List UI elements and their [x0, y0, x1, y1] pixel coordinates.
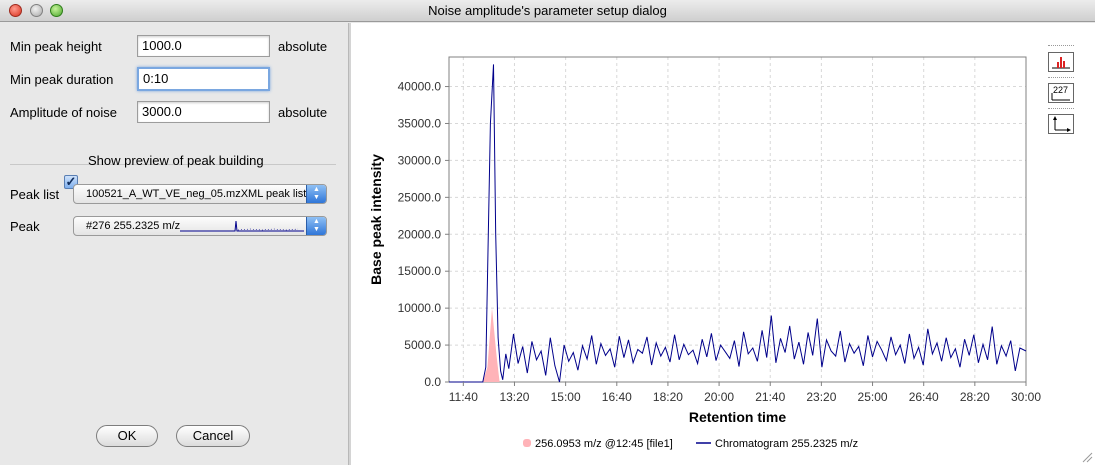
amplitude-of-noise-field[interactable]: 3000.0 [137, 101, 270, 123]
y-tick-label: 35000.0 [398, 116, 442, 130]
dropdown-arrows-icon[interactable]: ▲ ▼ [306, 185, 326, 203]
peak-label: Peak [10, 219, 40, 234]
y-tick-label: 15000.0 [398, 264, 442, 278]
peak-list-label: Peak list [10, 187, 60, 202]
min-peak-duration-label: Min peak duration [10, 72, 114, 87]
x-tick-label: 20:00 [704, 390, 734, 404]
x-tick-label: 28:20 [960, 390, 990, 404]
peak-select[interactable]: #276 255.2325 m/z ▲ ▼ [73, 216, 327, 236]
cancel-button[interactable]: Cancel [176, 425, 250, 447]
show-preview-label[interactable]: Show preview of peak building [88, 153, 264, 168]
axes-icon[interactable] [1048, 114, 1074, 134]
x-tick-label: 26:40 [909, 390, 939, 404]
histogram-icon[interactable] [1048, 52, 1074, 72]
y-tick-label: 40000.0 [398, 80, 442, 94]
x-tick-label: 18:20 [653, 390, 683, 404]
x-tick-label: 11:40 [449, 390, 478, 404]
min-peak-height-label: Min peak height [10, 39, 102, 54]
peak-mini-chromatogram [180, 220, 304, 232]
x-tick-label: 21:40 [755, 390, 785, 404]
chromatogram-chart[interactable]: 0.0 5000.0 10000.0 15000.0 20000.0 25000.0 300… [351, 23, 1041, 463]
window-titlebar[interactable]: Noise amplitude's parameter setup dialog [0, 0, 1095, 22]
x-tick-label: 25:00 [858, 390, 888, 404]
close-window-icon[interactable] [9, 4, 22, 17]
y-tick-label: 30000.0 [398, 153, 442, 167]
peak-list-value: 100521_A_WT_VE_neg_05.mzXML peak list [86, 188, 307, 200]
minimize-window-icon[interactable] [30, 4, 43, 17]
y-tick-label: 25000.0 [398, 190, 442, 204]
y-tick-label: 20000.0 [398, 227, 442, 241]
x-tick-label: 23:20 [806, 390, 836, 404]
min-peak-height-field[interactable]: 1000.0 [137, 35, 270, 57]
x-tick-label: 13:20 [499, 390, 529, 404]
legend-peak-label: 256.0953 m/z @12:45 [file1] [535, 438, 673, 450]
amplitude-of-noise-unit: absolute [278, 105, 328, 120]
data-label-icon[interactable]: 227 [1048, 83, 1074, 103]
peak-area-series [482, 308, 500, 382]
amplitude-of-noise-label: Amplitude of noise [10, 105, 117, 120]
section-divider [10, 164, 336, 165]
x-tick-label: 30:00 [1011, 390, 1041, 404]
x-tick-label: 16:40 [602, 390, 632, 404]
x-axis-label: Retention time [689, 409, 786, 425]
chromatogram-line-series [449, 64, 1027, 383]
y-tick-label: 10000.0 [398, 301, 442, 315]
y-tick-label: 0.0 [424, 375, 441, 389]
ok-button[interactable]: OK [96, 425, 158, 447]
x-tick-label: 15:00 [551, 390, 581, 404]
parameter-panel: Min peak height 1000.0 absolute Min peak… [0, 23, 348, 465]
legend-peak-swatch [523, 439, 531, 447]
plot-area-frame [448, 56, 1027, 383]
legend-chromatogram-label: Chromatogram 255.2325 m/z [715, 438, 858, 450]
peak-list-select[interactable]: 100521_A_WT_VE_neg_05.mzXML peak list ▲ ▼ [73, 184, 327, 204]
preview-panel: 0.0 5000.0 10000.0 15000.0 20000.0 25000.0 300… [351, 23, 1095, 465]
y-axis-label: Base peak intensity [368, 154, 384, 285]
resize-grip-icon[interactable] [1081, 451, 1093, 463]
window-title: Noise amplitude's parameter setup dialog [428, 3, 667, 18]
zoom-window-icon[interactable] [50, 4, 63, 17]
data-label-icon-text: 227 [1053, 85, 1069, 95]
chart-legend: 256.0953 m/z @12:45 [file1] Chromatogram… [523, 438, 858, 450]
peak-value: #276 255.2325 m/z [86, 220, 181, 232]
split-pane-divider[interactable] [348, 23, 351, 465]
min-peak-height-unit: absolute [278, 39, 328, 54]
dropdown-arrows-icon[interactable]: ▲ ▼ [306, 217, 326, 235]
min-peak-duration-field[interactable]: 0:10 [137, 67, 270, 91]
y-tick-label: 5000.0 [404, 338, 441, 352]
